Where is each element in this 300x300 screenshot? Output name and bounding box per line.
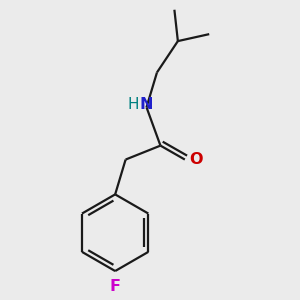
Text: O: O (189, 152, 203, 167)
Text: N: N (140, 97, 153, 112)
Text: H: H (128, 97, 139, 112)
Text: F: F (110, 279, 121, 294)
